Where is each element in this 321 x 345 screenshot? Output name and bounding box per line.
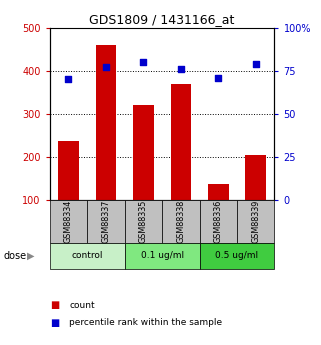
Bar: [87, 200, 125, 243]
Bar: [170, 84, 191, 200]
Bar: [50, 243, 125, 269]
Text: ■: ■: [50, 300, 59, 310]
Point: [216, 75, 221, 80]
Bar: [200, 200, 237, 243]
Text: control: control: [72, 252, 103, 260]
Text: ▶: ▶: [27, 251, 35, 261]
Text: 0.1 ug/ml: 0.1 ug/ml: [141, 252, 184, 260]
Text: GSM88339: GSM88339: [251, 200, 260, 243]
Bar: [208, 184, 229, 200]
Bar: [125, 200, 162, 243]
Text: count: count: [69, 301, 95, 310]
Text: GSM88338: GSM88338: [176, 200, 185, 243]
Bar: [246, 155, 266, 200]
Point: [253, 61, 258, 67]
Bar: [133, 105, 154, 200]
Bar: [162, 200, 200, 243]
Bar: [50, 200, 87, 243]
Bar: [96, 45, 116, 200]
Text: GSM88336: GSM88336: [214, 200, 223, 243]
Point: [103, 65, 108, 70]
Text: ■: ■: [50, 318, 59, 327]
Text: percentile rank within the sample: percentile rank within the sample: [69, 318, 222, 327]
Bar: [200, 243, 274, 269]
Text: GSM88334: GSM88334: [64, 200, 73, 243]
Point: [178, 66, 183, 72]
Point: [141, 59, 146, 65]
Title: GDS1809 / 1431166_at: GDS1809 / 1431166_at: [90, 13, 235, 27]
Bar: [237, 200, 274, 243]
Text: dose: dose: [3, 251, 26, 261]
Bar: [125, 243, 200, 269]
Point: [66, 77, 71, 82]
Text: GSM88337: GSM88337: [101, 200, 110, 243]
Text: GSM88335: GSM88335: [139, 200, 148, 243]
Bar: [58, 141, 79, 200]
Text: 0.5 ug/ml: 0.5 ug/ml: [215, 252, 259, 260]
